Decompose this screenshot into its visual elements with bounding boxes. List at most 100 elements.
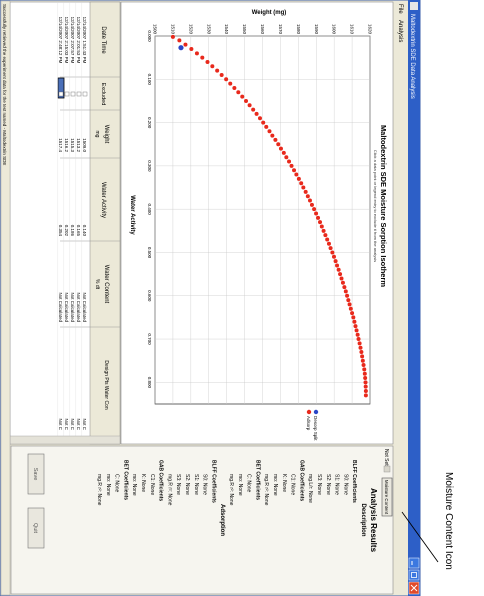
results-toolbar-left[interactable]: Not Set <box>383 449 389 466</box>
adsorp-point[interactable] <box>353 324 358 329</box>
adsorp-point[interactable] <box>357 341 362 346</box>
adsorp-point[interactable] <box>321 228 326 233</box>
table-row[interactable]: 12/14/2007 1:51:43 PM 1509.0 0.140 Not Calc… <box>81 2 88 436</box>
adsorp-point[interactable] <box>251 107 256 112</box>
adsorp-point[interactable] <box>254 111 259 116</box>
close-button[interactable] <box>408 581 420 595</box>
adsorp-point[interactable] <box>170 34 175 39</box>
adsorp-point[interactable] <box>264 124 269 129</box>
adsorp-point[interactable] <box>177 38 182 43</box>
adsorp-point[interactable] <box>342 285 347 290</box>
adsorp-point[interactable] <box>287 159 292 164</box>
adsorp-point[interactable] <box>347 302 352 307</box>
excluded-checkbox[interactable] <box>76 91 82 97</box>
adsorp-point[interactable] <box>294 172 299 177</box>
adsorp-point[interactable] <box>319 224 324 229</box>
adsorp-point[interactable] <box>363 380 368 385</box>
adsorp-point[interactable] <box>316 215 321 220</box>
adsorp-point[interactable] <box>270 133 275 138</box>
adsorp-point[interactable] <box>240 94 245 99</box>
menu-file[interactable]: File <box>397 4 403 14</box>
adsorp-point[interactable] <box>289 163 294 168</box>
title-bar[interactable] <box>408 0 420 596</box>
adsorp-point[interactable] <box>200 55 205 60</box>
adsorp-point[interactable] <box>335 263 340 268</box>
adsorp-point[interactable] <box>361 363 366 368</box>
adsorp-point[interactable] <box>363 376 368 381</box>
adsorp-point[interactable] <box>314 211 319 216</box>
adsorp-point[interactable] <box>281 150 286 155</box>
table-row[interactable]: 12/14/2007 2:48:12 PM 1517.4 0.354 Not Calc… <box>57 2 65 436</box>
col-header-weight[interactable]: Weight <box>103 125 109 144</box>
table-row[interactable]: 12/14/2007 2:01:53 PM 1513.2 0.165 Not Calc… <box>75 2 82 436</box>
moisture-content-button[interactable]: Moisture Content <box>381 477 393 517</box>
adsorp-point[interactable] <box>194 51 199 56</box>
adsorp-point[interactable] <box>261 120 266 125</box>
adsorp-point[interactable] <box>352 319 357 324</box>
desorp-point[interactable] <box>178 45 184 51</box>
adsorp-point[interactable] <box>350 311 355 316</box>
adsorp-point[interactable] <box>292 168 297 173</box>
adsorp-point[interactable] <box>325 237 330 242</box>
adsorp-point[interactable] <box>360 354 365 359</box>
adsorp-point[interactable] <box>340 280 345 285</box>
adsorp-point[interactable] <box>312 207 317 212</box>
adsorp-point[interactable] <box>351 315 356 320</box>
adsorp-point[interactable] <box>278 146 283 151</box>
table-row[interactable]: 12/14/2007 2:07:57 PM 1515.3 0.186 Not Calc… <box>69 2 76 436</box>
excluded-checkbox[interactable] <box>82 91 88 97</box>
adsorp-point[interactable] <box>303 189 308 194</box>
adsorp-point[interactable] <box>354 328 359 333</box>
minimize-button[interactable] <box>408 557 420 569</box>
adsorp-point[interactable] <box>301 185 306 190</box>
plot-area[interactable]: 0.000 0.100 0.200 0.300 0.400 0.500 0.600 0.700… <box>147 24 373 405</box>
adsorp-point[interactable] <box>189 46 194 51</box>
adsorp-point[interactable] <box>309 202 314 207</box>
adsorp-point[interactable] <box>323 233 328 238</box>
adsorp-point[interactable] <box>345 293 350 298</box>
adsorp-point[interactable] <box>276 142 281 147</box>
adsorp-point[interactable] <box>228 81 233 86</box>
adsorp-point[interactable] <box>210 64 215 69</box>
table-scrollbar[interactable] <box>9 435 121 445</box>
adsorp-point[interactable] <box>331 254 336 259</box>
adsorp-point[interactable] <box>219 72 224 77</box>
adsorp-point[interactable] <box>330 250 335 255</box>
adsorp-point[interactable] <box>267 129 272 134</box>
adsorp-point[interactable] <box>257 116 262 121</box>
col-header-excluded[interactable]: Excluded <box>100 83 106 106</box>
save-button[interactable]: Save <box>27 453 45 495</box>
adsorp-point[interactable] <box>336 267 341 272</box>
menu-analysis[interactable]: Analysis <box>397 20 403 42</box>
adsorp-point[interactable] <box>363 384 368 389</box>
adsorp-point[interactable] <box>305 194 310 199</box>
adsorp-point[interactable] <box>358 345 363 350</box>
results-dropdown-arrow-icon[interactable] <box>383 465 391 473</box>
excluded-checkbox[interactable] <box>70 91 76 97</box>
adsorp-point[interactable] <box>355 332 360 337</box>
excluded-checkbox[interactable] <box>58 91 64 97</box>
legend[interactable]: Desorp Split Adsorp <box>306 409 319 441</box>
adsorp-point[interactable] <box>346 298 351 303</box>
col-header-water-activity[interactable]: Water Activity <box>100 182 106 218</box>
adsorp-point[interactable] <box>296 176 301 181</box>
adsorp-point[interactable] <box>328 246 333 251</box>
col-header-design-pts[interactable]: Design Pts Water Con <box>103 360 109 409</box>
quit-button[interactable]: Quit <box>27 507 45 549</box>
adsorp-point[interactable] <box>205 59 210 64</box>
adsorp-point[interactable] <box>244 98 249 103</box>
adsorp-point[interactable] <box>183 42 188 47</box>
adsorp-point[interactable] <box>307 198 312 203</box>
adsorp-point[interactable] <box>284 155 289 160</box>
col-header-water-content[interactable]: Water Content <box>103 265 109 304</box>
adsorp-point[interactable] <box>339 276 344 281</box>
adsorp-point[interactable] <box>273 137 278 142</box>
adsorp-point[interactable] <box>318 220 323 225</box>
adsorp-point[interactable] <box>224 77 229 82</box>
adsorp-point[interactable] <box>333 259 338 264</box>
adsorp-point[interactable] <box>232 85 237 90</box>
adsorp-point[interactable] <box>356 337 361 342</box>
adsorp-point[interactable] <box>236 90 241 95</box>
adsorp-point[interactable] <box>363 389 368 394</box>
adsorp-point[interactable] <box>299 181 304 186</box>
